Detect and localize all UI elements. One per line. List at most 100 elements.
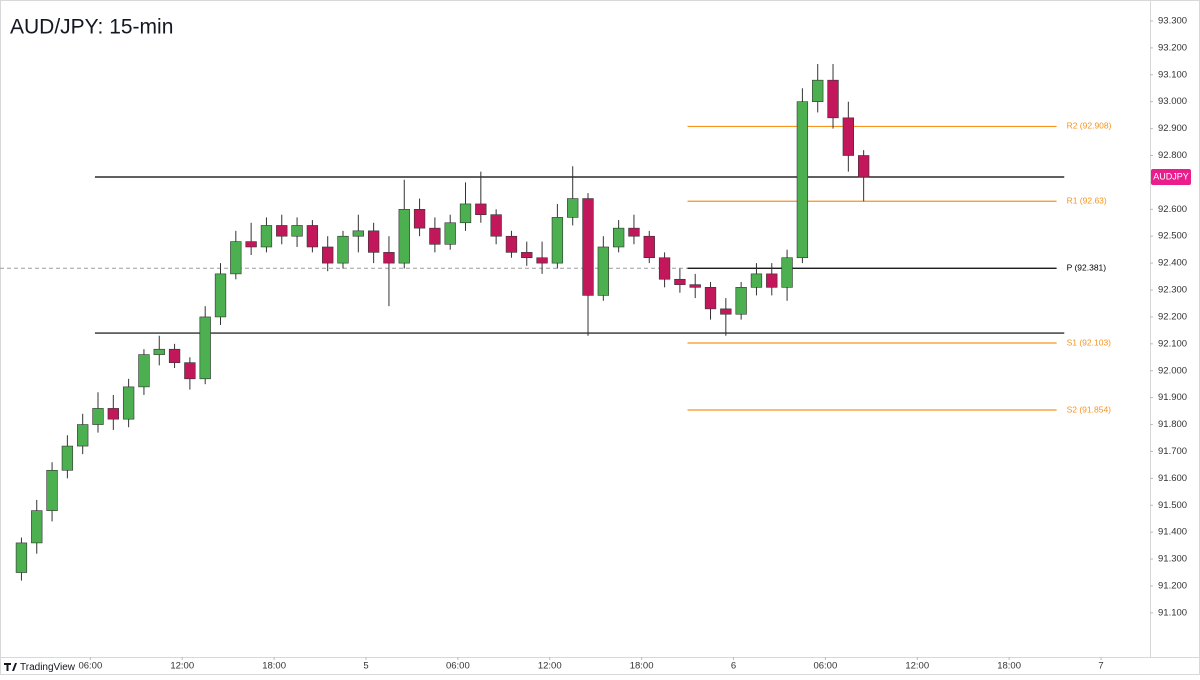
candle-body [750,273,763,288]
level-label: R1 (92.63) [1067,195,1107,205]
candle-body [153,348,165,355]
candle-body [122,386,135,420]
candle-body [31,510,43,544]
y-tick-label: 93.000 [1158,96,1187,107]
y-tick-label: 92.400 [1158,258,1187,269]
price-label-box [1151,169,1191,186]
candle-body [597,246,609,296]
x-tick-label: 06:00 [813,661,837,672]
y-tick-label: 92.600 [1158,204,1187,215]
candle-body [138,354,150,388]
candle-body [168,348,181,363]
y-tick-label: 91.200 [1158,580,1187,591]
y-tick-label: 91.800 [1158,419,1187,430]
x-tick-label: 06:00 [446,661,470,672]
y-tick-label: 93.100 [1158,69,1187,80]
candle-body [322,246,334,264]
y-tick-label: 92.100 [1158,338,1187,349]
candle-body [521,252,533,259]
y-tick-label: 91.700 [1158,446,1187,457]
candle-body [352,230,364,237]
candle-body [827,79,839,119]
logo: TradingView [4,662,76,673]
y-tick-label: 93.200 [1158,42,1187,53]
candle-body [46,469,58,511]
candle-body [260,225,273,248]
candle-body [367,230,380,253]
x-tick-label: 18:00 [630,661,654,672]
y-tick-label: 91.600 [1158,473,1187,484]
candle-body [77,424,89,447]
x-tick-label: 12:00 [538,661,562,672]
candle-body [628,227,640,237]
y-tick-label: 92.000 [1158,365,1187,376]
x-tick-label: 18:00 [997,661,1021,672]
candle-body [276,225,288,237]
y-tick-label: 92.300 [1158,285,1187,296]
candle-body [230,241,242,275]
y-tick-label: 92.200 [1158,311,1187,322]
y-tick-label: 91.400 [1158,527,1187,538]
candle-body [92,408,104,425]
level-label: S2 (91.854) [1067,404,1112,414]
candle-body [459,203,472,224]
candle-body [107,408,119,420]
candle-body [551,217,564,264]
candle-body [291,225,303,237]
candle-body [61,445,74,471]
candle-body [612,227,625,248]
candle-body [689,284,701,288]
candle-body [582,198,594,296]
candle-body [766,273,778,288]
y-tick-label: 92.900 [1158,123,1187,134]
candle-body [444,222,456,245]
candle-body [674,278,686,285]
candle-body [475,203,487,215]
candle-body [490,214,502,237]
candle-body [536,257,548,264]
candle-body [735,287,747,315]
x-tick-label: 18:00 [262,661,286,672]
candle-body [429,227,441,245]
candle-body [812,79,824,102]
y-tick-label: 91.300 [1158,554,1187,565]
candle-body [781,257,793,288]
candle-body [398,209,410,264]
candle-body [413,209,426,229]
candle-body [704,287,717,310]
candles [15,64,870,581]
x-tick-label: 12:00 [905,661,929,672]
candle-body [214,273,227,318]
candle-body [184,362,196,380]
y-tick-label: 91.500 [1158,500,1187,511]
level-label: R2 (92.908) [1067,121,1112,131]
candle-body [842,117,854,156]
x-tick-label: 06:00 [78,661,102,672]
candle-body [306,225,319,248]
logo-mark [4,663,17,671]
x-tick-label: 6 [731,661,736,672]
candle-body [567,198,579,218]
level-label: S1 (92.103) [1067,337,1112,347]
x-tick-label: 12:00 [170,661,194,672]
y-tick-label: 92.500 [1158,231,1187,242]
y-tick-label: 91.900 [1158,392,1187,403]
candle-body [505,235,518,253]
y-tick-label: 92.800 [1158,150,1187,161]
candle-body [245,241,257,248]
y-tick-label: 93.300 [1158,16,1187,27]
level-label: P (92.381) [1067,262,1107,272]
x-tick-label: 7 [1098,661,1103,672]
candle-body [643,235,655,259]
chart-title: AUD/JPY: 15-min [10,16,173,39]
y-tick-label: 91.100 [1158,607,1187,618]
candle-body [796,101,809,259]
candle-body [337,235,349,264]
watermark: TradingView [20,662,76,673]
candle-body [15,542,28,573]
x-tick-label: 5 [363,661,368,672]
candle-body [720,308,732,315]
